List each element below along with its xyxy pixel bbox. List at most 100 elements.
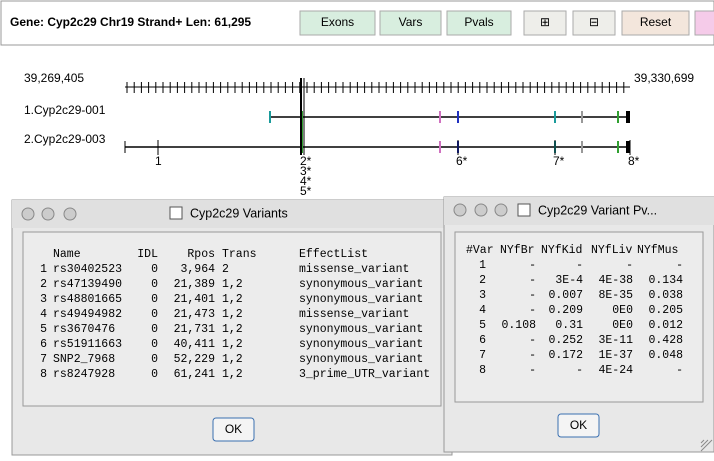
left-coord: 39,269,405 <box>24 71 84 85</box>
table-cell: 0 <box>151 368 158 381</box>
table-cell: - <box>676 259 683 272</box>
dialog-title: Cyp2c29 Variant Pv... <box>538 203 657 217</box>
column-header: #Var <box>466 244 494 257</box>
ok-label[interactable]: OK <box>570 418 587 432</box>
toolbar-button[interactable] <box>299 10 376 36</box>
table-cell: - <box>529 274 536 287</box>
table-cell: rs3670476 <box>53 323 115 336</box>
minimize-button[interactable] <box>474 203 488 217</box>
toolbar-button[interactable] <box>694 10 714 36</box>
table-cell: - <box>576 364 583 377</box>
minimize-button[interactable] <box>41 207 55 221</box>
table-cell: 0 <box>151 338 158 351</box>
table-cell: 0.007 <box>548 289 583 302</box>
variant-marker: 5* <box>300 184 312 198</box>
table-cell: 4 <box>479 304 486 317</box>
table-cell: 0 <box>151 323 158 336</box>
toolbar-button[interactable] <box>621 10 690 36</box>
table-cell: 2 <box>40 278 47 291</box>
column-header: NYfKid <box>541 244 582 257</box>
zoom-button[interactable] <box>494 203 508 217</box>
table-cell: 3 <box>40 293 47 306</box>
button-label[interactable]: Exons <box>321 15 354 29</box>
toolbar-button[interactable] <box>446 10 512 36</box>
resize-grip <box>700 439 713 452</box>
table-cell: 2 <box>479 274 486 287</box>
ok-label[interactable]: OK <box>225 422 242 436</box>
button-label[interactable]: ⊟ <box>589 15 599 29</box>
column-header: EffectList <box>299 248 368 261</box>
dialog-title: Cyp2c29 Variants <box>190 206 288 220</box>
button-label[interactable]: ⊞ <box>540 15 550 29</box>
table-cell: 5 <box>40 323 47 336</box>
table-cell: 1 <box>40 263 47 276</box>
table-cell: 3_prime_UTR_variant <box>299 368 430 381</box>
table-cell: 0.205 <box>648 304 683 317</box>
title-bar <box>444 197 714 225</box>
table-cell: 8 <box>40 368 47 381</box>
right-coord: 39,330,699 <box>634 71 694 85</box>
table-cell: 1,2 <box>222 308 243 321</box>
table-cell: rs51911663 <box>53 338 122 351</box>
resize-grip <box>700 439 705 444</box>
button-label[interactable]: Vars <box>399 15 423 29</box>
variant-marker: 4* <box>300 174 312 188</box>
table-cell: 4E-24 <box>598 364 633 377</box>
table-cell: 8 <box>479 364 486 377</box>
table-cell: 0.012 <box>648 319 683 332</box>
table-cell: - <box>529 364 536 377</box>
toolbar-button[interactable] <box>523 10 567 36</box>
table-cell: synonymous_variant <box>299 278 423 291</box>
table-cell: 3E-11 <box>598 334 633 347</box>
table-cell: - <box>529 349 536 362</box>
ok-button[interactable] <box>212 417 255 442</box>
transcript-label: 1.Cyp2c29-001 <box>24 103 106 117</box>
table-cell: 5 <box>479 319 486 332</box>
column-header: NYfMus <box>637 244 678 257</box>
column-header: NYfBr <box>500 244 535 257</box>
table-panel <box>454 231 704 403</box>
ok-button[interactable] <box>557 413 600 438</box>
java-icon <box>169 206 183 220</box>
table-cell: - <box>529 259 536 272</box>
table-cell: 1,2 <box>222 323 243 336</box>
toolbar-button[interactable] <box>572 10 616 36</box>
table-cell: - <box>529 304 536 317</box>
table-cell: 0 <box>151 293 158 306</box>
table-cell: 52,229 <box>174 353 216 366</box>
table-cell: 7 <box>40 353 47 366</box>
table-cell: 0.038 <box>648 289 683 302</box>
button-label[interactable]: Pvals <box>464 15 493 29</box>
table-cell: SNP2_7968 <box>53 353 115 366</box>
resize-grip <box>700 439 709 448</box>
table-cell: - <box>529 289 536 302</box>
table-cell: 8E-35 <box>598 289 633 302</box>
toolbar-button[interactable] <box>379 10 442 36</box>
table-cell: - <box>576 259 583 272</box>
exon-block <box>626 141 630 153</box>
variant-marker: 1 <box>155 154 162 168</box>
button-label[interactable]: Reset <box>640 15 672 29</box>
table-cell: 0E0 <box>612 319 633 332</box>
table-cell: 4E-38 <box>598 274 633 287</box>
table-cell: 7 <box>479 349 486 362</box>
table-cell: 0.252 <box>548 334 583 347</box>
close-button[interactable] <box>21 207 35 221</box>
variant-marker: 7* <box>553 154 565 168</box>
variant-marker: 6* <box>456 154 468 168</box>
table-cell: 1E-37 <box>598 349 633 362</box>
table-cell: 2 <box>222 263 229 276</box>
table-cell: 21,389 <box>174 278 216 291</box>
column-header: Name <box>53 248 81 261</box>
table-cell: 0 <box>151 263 158 276</box>
close-button[interactable] <box>453 203 467 217</box>
java-icon <box>517 203 531 217</box>
title-bar <box>12 200 452 228</box>
column-header: Rpos <box>187 248 215 261</box>
transcript-label: 2.Cyp2c29-003 <box>24 132 106 146</box>
table-cell: 0E0 <box>612 304 633 317</box>
zoom-button[interactable] <box>63 207 77 221</box>
table-cell: 21,401 <box>174 293 216 306</box>
table-cell: synonymous_variant <box>299 338 423 351</box>
table-cell: 40,411 <box>174 338 216 351</box>
